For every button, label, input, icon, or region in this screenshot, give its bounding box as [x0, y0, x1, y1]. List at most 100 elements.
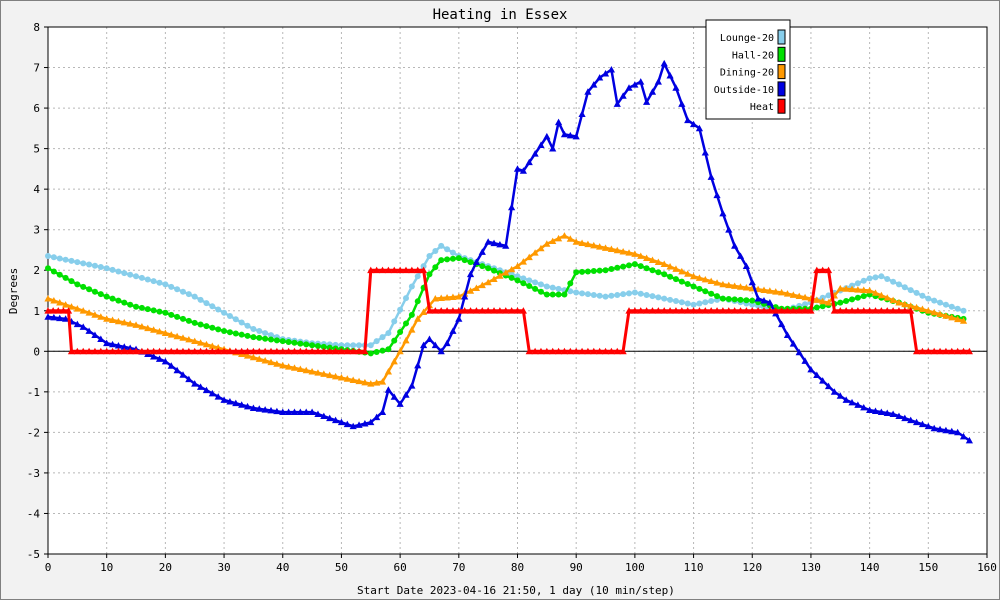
data-point	[320, 347, 328, 355]
y-tick-label: 6	[33, 102, 40, 115]
data-point	[849, 282, 856, 289]
x-tick-label: 40	[276, 561, 289, 574]
data-point	[196, 383, 205, 390]
data-point	[678, 299, 685, 306]
data-point	[807, 307, 815, 314]
data-point	[619, 247, 627, 255]
y-tick-label: -2	[27, 426, 40, 439]
data-point	[877, 408, 885, 415]
data-point	[150, 347, 158, 355]
data-point	[67, 347, 76, 355]
data-point	[901, 307, 909, 314]
data-point	[760, 297, 768, 304]
data-point	[648, 307, 657, 314]
data-point	[813, 304, 820, 311]
data-point	[103, 339, 111, 347]
data-point	[637, 307, 645, 314]
data-point	[62, 274, 69, 281]
y-tick-label: 1	[33, 305, 40, 318]
data-point	[895, 412, 903, 420]
data-point	[296, 347, 304, 355]
data-point	[373, 266, 381, 274]
data-point	[191, 319, 198, 326]
data-point	[907, 416, 915, 424]
data-point	[355, 347, 363, 355]
data-point	[654, 78, 662, 85]
data-point	[742, 307, 750, 314]
data-point	[202, 386, 211, 394]
data-point	[127, 301, 134, 308]
data-point	[443, 339, 451, 347]
data-point	[743, 297, 750, 304]
data-point	[725, 296, 732, 303]
data-point	[109, 266, 116, 273]
data-point	[437, 307, 445, 314]
data-point	[919, 292, 926, 299]
data-point	[484, 238, 492, 245]
data-point	[44, 295, 52, 302]
data-point	[326, 414, 334, 422]
data-point	[613, 100, 621, 107]
data-point	[449, 307, 457, 314]
data-point	[414, 273, 421, 280]
data-point	[156, 279, 163, 286]
data-point	[62, 256, 69, 263]
data-point	[220, 347, 228, 355]
data-point	[466, 270, 475, 278]
data-point	[608, 292, 615, 299]
data-point	[384, 266, 392, 274]
data-point	[314, 343, 321, 350]
data-point	[684, 300, 691, 307]
data-point	[367, 418, 375, 426]
data-point	[91, 347, 99, 355]
data-point	[860, 277, 867, 284]
data-point	[655, 269, 662, 276]
data-point	[701, 307, 709, 314]
y-tick-label: 8	[33, 21, 40, 34]
data-point	[725, 226, 733, 233]
data-point	[554, 347, 563, 355]
data-point	[625, 84, 633, 91]
data-point	[466, 307, 475, 314]
data-point	[414, 315, 422, 322]
data-point	[860, 293, 867, 300]
data-point	[226, 347, 234, 355]
y-tick-label: 3	[33, 224, 40, 237]
data-point	[866, 286, 874, 294]
data-point	[954, 305, 961, 312]
data-point	[385, 330, 392, 337]
x-tick-label: 20	[159, 561, 172, 574]
data-point	[437, 294, 445, 301]
data-point	[108, 347, 117, 355]
data-point	[203, 300, 210, 307]
data-point	[520, 280, 527, 287]
data-point	[701, 149, 709, 156]
data-point	[531, 150, 539, 157]
data-point	[819, 377, 827, 384]
data-point	[848, 398, 856, 406]
legend-label: Heat	[750, 102, 774, 113]
data-point	[619, 347, 627, 355]
data-point	[719, 209, 727, 217]
data-point	[883, 409, 891, 417]
data-point	[672, 276, 679, 283]
data-point	[631, 81, 639, 88]
data-point	[942, 301, 949, 308]
data-point	[948, 347, 956, 355]
data-point	[256, 328, 263, 335]
legend-swatch	[777, 46, 786, 62]
data-point	[930, 347, 938, 355]
data-point	[543, 132, 551, 140]
data-point	[91, 331, 99, 338]
data-point	[660, 260, 668, 268]
data-point	[901, 414, 909, 422]
data-point	[637, 290, 644, 297]
data-point	[695, 124, 704, 132]
data-point	[560, 232, 569, 239]
data-point	[959, 432, 968, 440]
data-point	[620, 291, 627, 298]
y-tick-label: 2	[33, 264, 40, 277]
data-point	[155, 355, 164, 362]
data-point	[590, 81, 598, 88]
